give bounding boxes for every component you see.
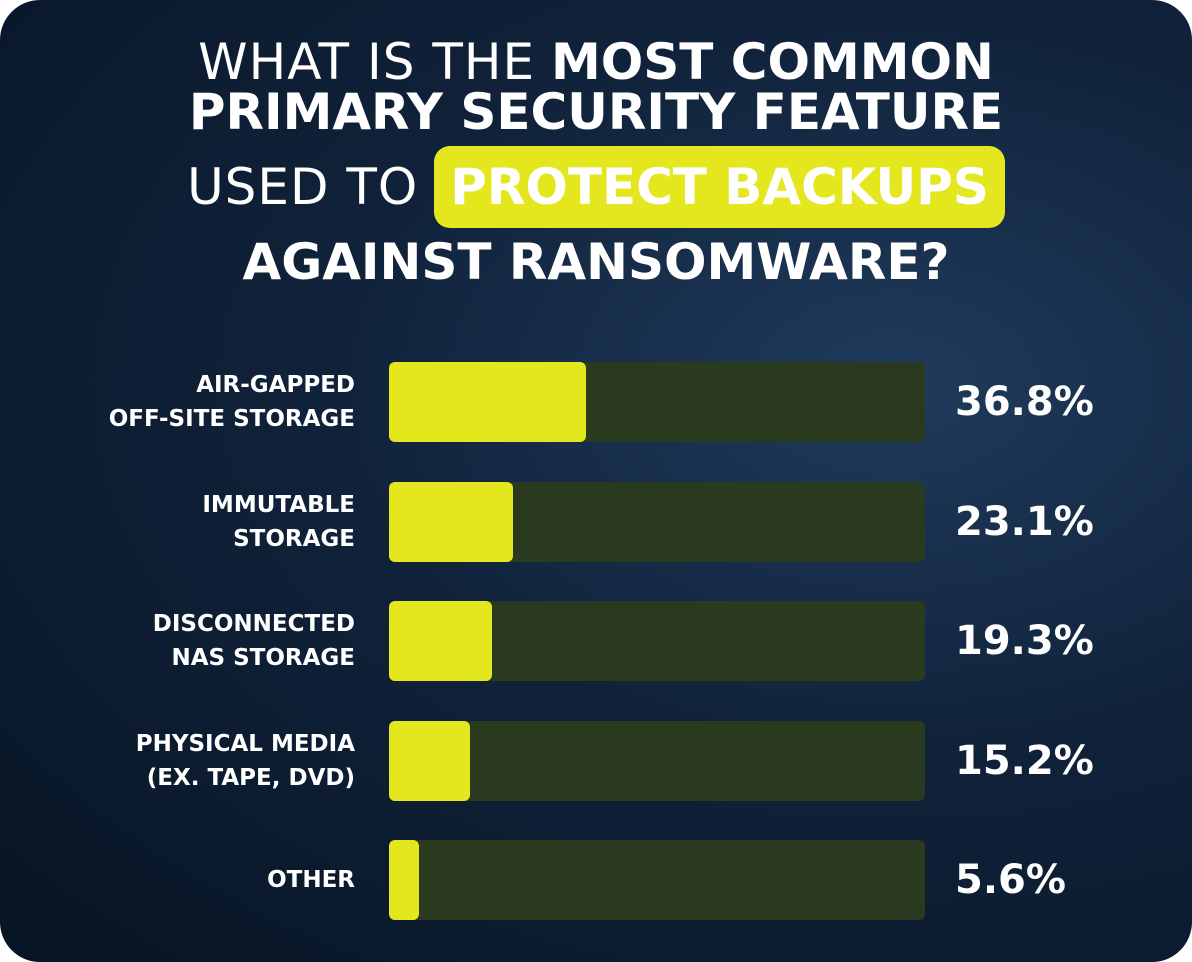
bar-track [389,840,925,920]
title-part: WHAT IS THE [198,33,536,91]
category-label: DISCONNECTED NAS STORAGE [152,611,355,671]
category-label: AIR-GAPPED OFF-SITE STORAGE [108,372,355,432]
title-part: MOST COMMON [550,33,994,91]
title-part: USED TO [187,158,419,216]
category-label: PHYSICAL MEDIA (EX. TAPE, DVD) [135,730,355,791]
value-label: 36.8% [955,379,1094,425]
bar [389,601,493,681]
value-label: 23.1% [955,498,1094,545]
title-line: USED TO PROTECT BACKUPS [0,146,1192,228]
bar [389,362,587,442]
category-label: OTHER [267,867,355,893]
value-label: 5.6% [955,857,1066,903]
value-label: 15.2% [955,737,1094,784]
bar [389,720,471,801]
bar [389,840,420,920]
title-part: PRIMARY SECURITY FEATURE [188,83,1004,141]
title-line: WHAT IS THE MOST COMMON [0,32,1192,92]
title-part: AGAINST RANSOMWARE? [242,233,950,291]
title-highlight: PROTECT BACKUPS [434,146,1005,228]
category-label: IMMUTABLE STORAGE [202,491,355,552]
bar [389,481,513,562]
bar-track [389,720,925,801]
value-label: 19.3% [955,618,1094,664]
